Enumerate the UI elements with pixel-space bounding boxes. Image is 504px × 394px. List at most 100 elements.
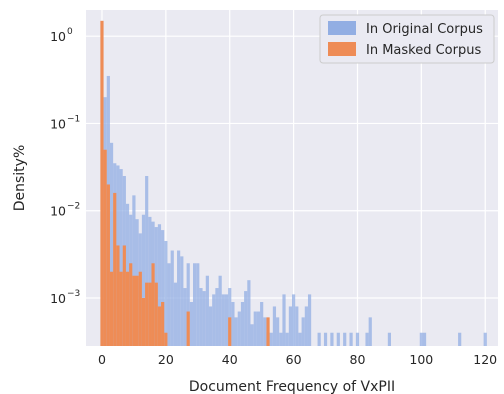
bar-original xyxy=(228,288,232,346)
bar-masked xyxy=(186,311,190,346)
bar-original xyxy=(483,332,487,346)
bar-masked xyxy=(157,306,162,346)
x-tick-label: 20 xyxy=(158,352,174,367)
bar-original xyxy=(304,306,308,346)
bar-original xyxy=(253,311,257,346)
bar-original xyxy=(161,230,165,346)
bar-original xyxy=(301,317,305,346)
bar-original xyxy=(145,175,149,346)
y-tick-exponent: 0 xyxy=(67,27,73,37)
bar-original xyxy=(215,288,219,346)
bar-masked xyxy=(109,271,114,346)
series-masked-bars xyxy=(100,20,270,347)
bar-masked xyxy=(116,245,120,346)
bar-original xyxy=(141,214,146,346)
bar-original xyxy=(202,291,206,346)
y-tick-label: 10 xyxy=(50,291,66,306)
bar-original xyxy=(186,263,190,346)
y-axis-label: Density% xyxy=(12,145,28,212)
x-tick-label: 100 xyxy=(409,352,433,367)
bar-masked xyxy=(106,184,110,346)
y-tick-label: 10 xyxy=(50,29,66,44)
legend-label-original: In Original Corpus xyxy=(366,22,483,37)
bar-original xyxy=(256,311,261,346)
bar-original xyxy=(196,263,200,346)
x-tick-label: 120 xyxy=(473,352,497,367)
bar-original xyxy=(189,301,193,346)
bar-masked xyxy=(141,298,146,346)
bar-original xyxy=(237,311,241,346)
bar-masked xyxy=(148,282,152,346)
bar-original xyxy=(285,332,289,346)
bar-original xyxy=(272,306,277,346)
bar-original xyxy=(276,317,280,346)
x-tick-label: 80 xyxy=(350,352,366,367)
bar-original xyxy=(422,332,427,346)
bar-original xyxy=(295,306,299,346)
legend-swatch-original xyxy=(328,21,356,35)
bar-original xyxy=(292,294,296,346)
bar-masked xyxy=(228,317,232,346)
bar-original xyxy=(173,282,178,346)
bar-original xyxy=(119,169,123,346)
bar-original xyxy=(205,275,209,346)
bar-original xyxy=(458,332,462,346)
x-axis-ticks: 0 20 40 60 80 100 120 xyxy=(98,352,497,367)
bar-masked xyxy=(135,275,139,346)
bar-original xyxy=(343,332,347,346)
bar-original xyxy=(279,332,283,346)
bar-original xyxy=(157,224,162,346)
x-tick-label: 60 xyxy=(286,352,302,367)
bar-original xyxy=(234,317,238,346)
bar-original xyxy=(164,240,168,346)
bar-original xyxy=(192,263,197,346)
legend-swatch-masked xyxy=(328,42,356,56)
bar-original xyxy=(199,288,203,346)
bar-original xyxy=(240,301,245,346)
bar-original xyxy=(282,294,286,346)
x-tick-label: 40 xyxy=(222,352,238,367)
bar-original xyxy=(221,294,225,346)
bar-masked xyxy=(113,192,117,346)
bar-original xyxy=(231,301,235,346)
bar-original xyxy=(244,291,248,346)
bar-original xyxy=(260,301,264,346)
bar-original xyxy=(224,294,229,346)
legend-label-masked: In Masked Corpus xyxy=(366,43,481,58)
bar-original xyxy=(419,332,423,346)
bar-original xyxy=(330,332,334,346)
bar-original xyxy=(212,294,216,346)
bar-original xyxy=(148,216,152,346)
bar-masked xyxy=(119,271,123,346)
bar-original xyxy=(269,332,273,346)
bar-original xyxy=(323,332,328,346)
bar-masked xyxy=(145,282,149,346)
bar-original xyxy=(177,250,181,346)
bar-original xyxy=(387,332,392,346)
bar-original xyxy=(349,332,353,346)
x-tick-label: 0 xyxy=(98,352,106,367)
bar-original xyxy=(336,332,340,346)
bar-original xyxy=(208,306,213,346)
bar-original xyxy=(218,275,222,346)
bar-masked xyxy=(138,271,142,346)
bar-masked xyxy=(266,317,270,346)
bar-original xyxy=(307,294,312,346)
bar-masked xyxy=(122,245,126,346)
legend: In Original Corpus In Masked Corpus xyxy=(319,14,495,64)
y-tick-label: 10 xyxy=(50,204,66,219)
bar-original xyxy=(167,263,171,346)
bar-masked xyxy=(151,263,155,346)
bar-original xyxy=(355,332,360,346)
bar-original xyxy=(180,256,184,346)
bar-original xyxy=(368,317,372,346)
y-tick-label: 10 xyxy=(50,116,66,131)
bar-original xyxy=(183,288,187,346)
bar-original xyxy=(365,332,369,346)
bar-original xyxy=(317,332,321,346)
bar-masked xyxy=(125,271,130,346)
y-tick-exponent: −3 xyxy=(67,289,80,299)
bar-masked xyxy=(100,20,104,347)
